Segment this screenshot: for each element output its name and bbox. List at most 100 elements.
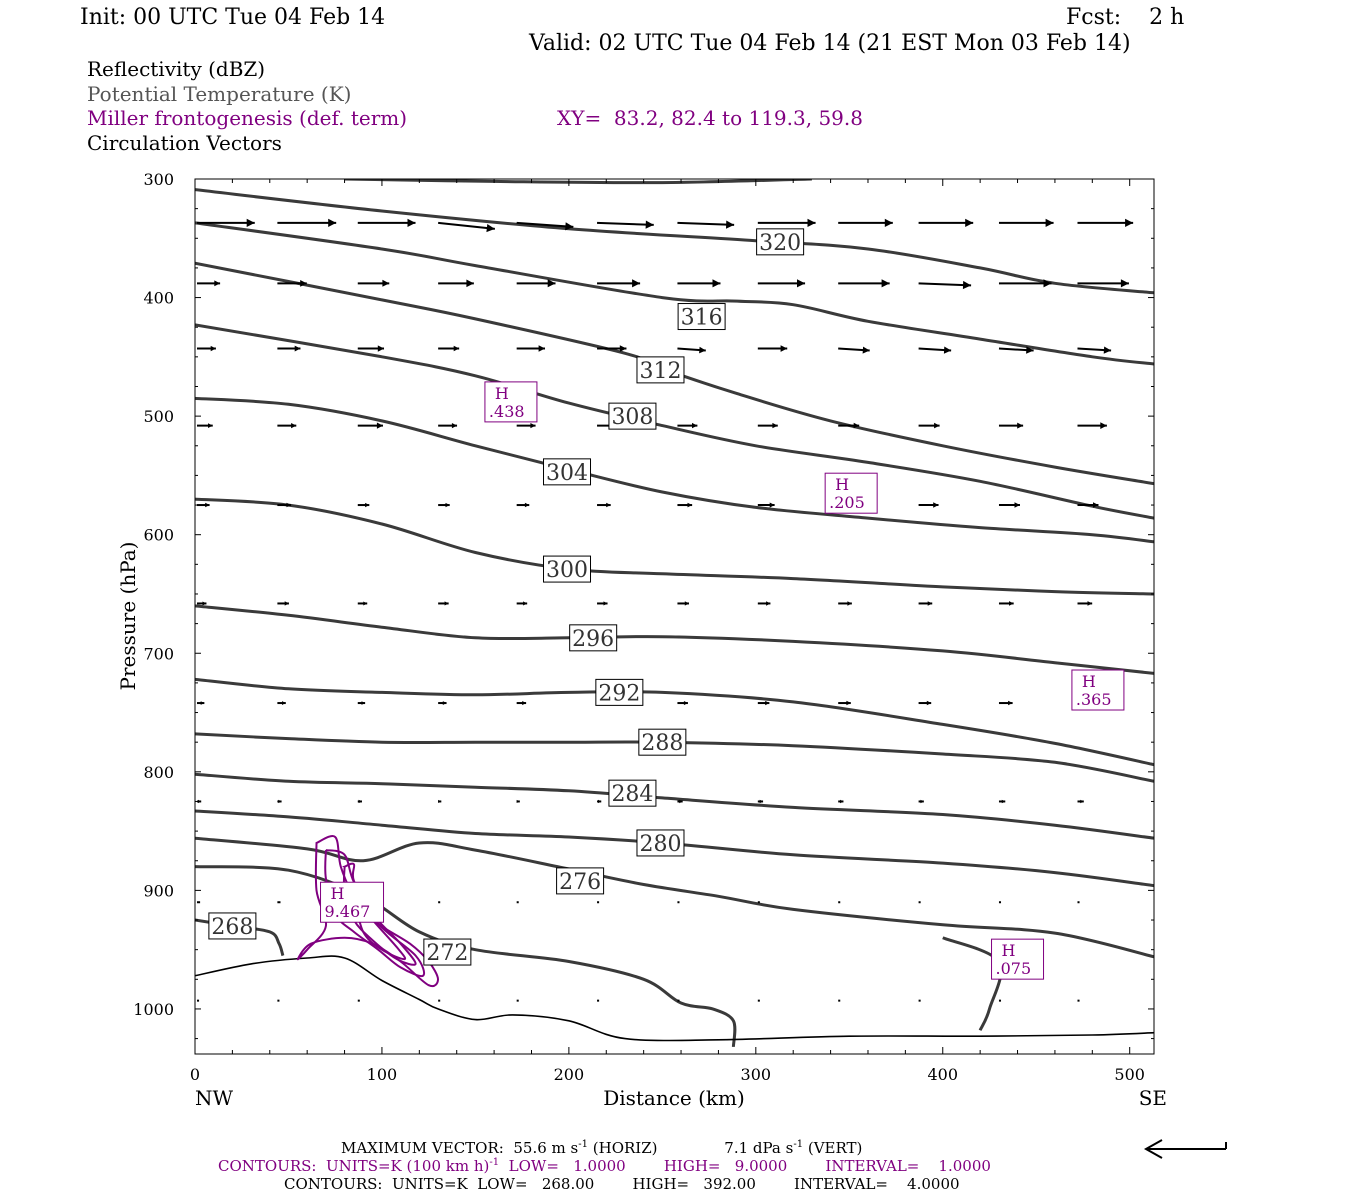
vector-head	[1001, 799, 1006, 804]
terrain-surface	[195, 955, 1154, 1042]
x-tick-label: 200	[554, 1065, 585, 1084]
reference-vector-arrow	[1143, 1139, 1227, 1159]
vector-arrow	[918, 218, 974, 227]
vector-arrow	[918, 799, 924, 804]
vector-arrow	[998, 279, 1052, 288]
vector-arrow	[438, 901, 441, 904]
vector-arrow	[838, 218, 893, 227]
high-marker-letter: H	[835, 475, 849, 494]
vector-head	[1043, 279, 1052, 288]
vector-head	[927, 601, 933, 606]
contour-label-box-292	[595, 678, 644, 706]
y-tick-label: 800	[143, 763, 174, 782]
vector-head	[759, 799, 764, 804]
vector-arrow	[757, 901, 760, 904]
vector-arrow	[998, 422, 1024, 429]
y-tick-label: 900	[143, 881, 174, 900]
theta-contour-316	[195, 221, 1154, 366]
vector-head	[565, 222, 574, 231]
vector-dot	[918, 999, 921, 1002]
endpoint-left-label: NW	[195, 1086, 234, 1110]
vector-arrow	[597, 220, 654, 229]
vector-arrow	[197, 502, 210, 508]
vector-arrow	[677, 279, 721, 288]
high-marker-value: 9.467	[325, 902, 371, 921]
high-marker-letter: H	[1002, 941, 1016, 960]
vector-dot	[438, 901, 441, 904]
frontogenesis-units: CONTOURS: UNITS=K (100 km h)	[218, 1157, 490, 1175]
high-marker-letter: H	[495, 384, 509, 403]
high-marker: H9.467	[320, 881, 385, 923]
vector-arrow	[516, 701, 527, 706]
vector-head	[926, 700, 932, 706]
vector-arrow	[757, 279, 806, 288]
vector-head	[606, 502, 611, 508]
vector-head	[407, 218, 416, 227]
vector-head	[453, 345, 460, 352]
vector-arrow	[838, 799, 844, 804]
vector-arrow	[998, 601, 1014, 606]
vector-arrow	[438, 799, 442, 803]
high-marker-value: .205	[829, 493, 865, 512]
vector-arrow	[516, 345, 546, 352]
vector-head	[523, 601, 528, 606]
theta-contour-292	[195, 677, 1154, 767]
contour-label-292: 292	[598, 681, 640, 706]
vector-arrow	[838, 601, 852, 606]
vector-head	[286, 502, 292, 508]
vector-arrow	[197, 601, 207, 606]
contour-label-box-312	[636, 356, 685, 384]
vector-head	[699, 346, 706, 354]
vector-arrow	[1077, 422, 1107, 429]
vector-head	[683, 701, 688, 706]
legend-vectors: Circulation Vectors	[87, 131, 282, 155]
vector-head	[376, 422, 383, 429]
vector-arrow	[516, 279, 556, 288]
vector-head	[1026, 346, 1034, 354]
vector-arrow	[197, 280, 221, 287]
vector-arrow	[357, 345, 385, 352]
vector-shaft	[438, 221, 495, 230]
vector-dot	[677, 901, 680, 904]
vector-head	[884, 218, 893, 227]
vector-head	[284, 601, 289, 606]
vector-head	[766, 601, 771, 606]
contour-label-284: 284	[611, 782, 653, 807]
vector-head	[1014, 502, 1020, 508]
vector-arrow	[277, 423, 297, 429]
vector-head	[1017, 422, 1024, 429]
vector-head	[382, 279, 390, 287]
vector-arrow	[677, 601, 689, 606]
vector-arrow	[677, 220, 735, 229]
vector-arrow	[757, 700, 770, 706]
y-tick-label: 400	[143, 289, 174, 308]
high-marker-box	[484, 381, 538, 423]
high-marker: H.438	[484, 381, 538, 423]
vector-dot	[438, 999, 441, 1002]
vector-arrow	[357, 601, 368, 606]
vector-dot	[597, 999, 600, 1002]
terrain-line	[195, 955, 1154, 1042]
vector-dot	[597, 901, 600, 904]
vector-arrow	[357, 279, 390, 287]
vector-dot	[516, 999, 519, 1002]
vector-arrow	[918, 502, 939, 508]
theta-contour-268	[942, 936, 1003, 1031]
vector-shaft	[597, 221, 654, 226]
vector-head	[769, 502, 775, 508]
vector-arrow	[677, 422, 698, 429]
theta-contour-284	[195, 772, 1154, 840]
contour-label-308: 308	[611, 405, 653, 430]
vector-dot	[277, 999, 280, 1002]
vector-arrow	[357, 701, 366, 705]
vector-arrow	[516, 221, 574, 231]
vector-arrow	[357, 218, 416, 227]
vector-arrow	[757, 601, 771, 606]
vector-arrow	[677, 799, 683, 804]
contour-label-box-268	[208, 912, 257, 940]
vector-head	[679, 799, 683, 804]
vector-arrow	[918, 346, 952, 354]
vector-arrow	[1077, 346, 1112, 354]
vector-dot	[998, 999, 1002, 1002]
vector-head	[198, 799, 202, 804]
